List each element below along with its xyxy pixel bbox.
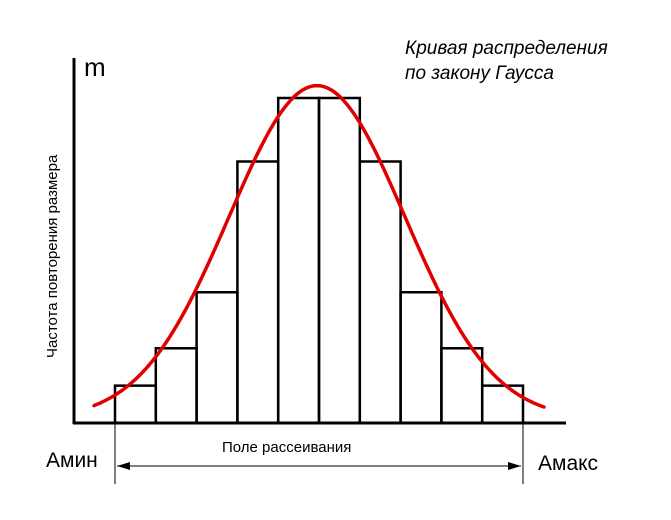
histogram-bar — [440, 347, 484, 425]
x-max-label: Амакс — [538, 452, 599, 475]
y-axis-symbol: m — [84, 52, 106, 82]
chart-title-line-1: Кривая распределения — [405, 38, 608, 59]
x-min-label: Амин — [46, 449, 98, 472]
histogram-bar — [195, 291, 239, 425]
histogram-bars — [113, 96, 525, 425]
y-axis-label: Частота повторения размера — [44, 154, 61, 358]
histogram-bar — [236, 160, 280, 425]
histogram-bar — [317, 96, 362, 425]
range-label: Поле рассеивания — [222, 439, 352, 456]
range-arrow-right-head — [508, 462, 521, 470]
histogram-bar — [358, 160, 402, 425]
histogram-bar — [276, 96, 321, 425]
chart-title-line-2: по закону Гаусса — [405, 63, 554, 84]
histogram-bar — [480, 384, 525, 425]
histogram-bar — [154, 347, 198, 425]
range-arrow-left-head — [117, 462, 130, 470]
histogram-bar — [399, 291, 443, 425]
gauss-curve — [92, 83, 546, 409]
